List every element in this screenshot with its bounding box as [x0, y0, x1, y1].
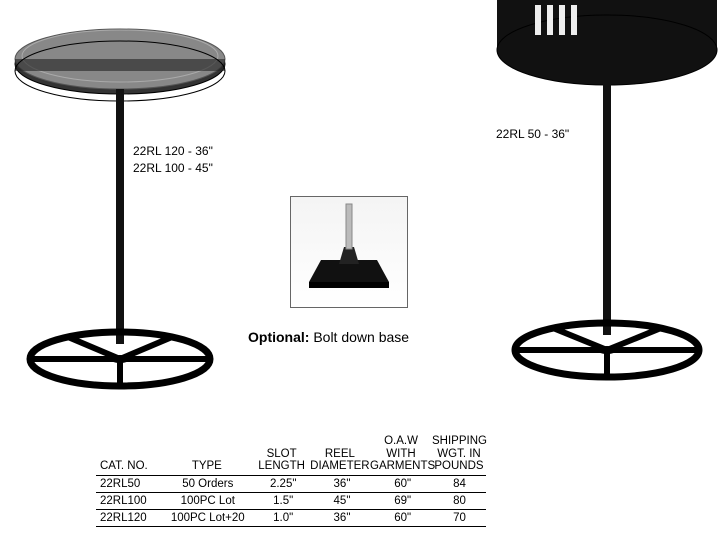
optional-caption: Optional: Bolt down base: [248, 329, 409, 345]
optional-caption-bold: Optional:: [248, 329, 309, 345]
cell-slot: 2.25": [255, 478, 312, 490]
cell-cat: 22RL50: [96, 478, 161, 490]
col-header-cat: CAT. NO.: [96, 435, 160, 473]
left-stand-label-line1: 22RL 120 - 36": [133, 143, 213, 160]
cell-oaw: 60": [372, 512, 433, 524]
left-stand-label-line2: 22RL 100 - 45": [133, 160, 213, 177]
col-header-slot: SLOTLENGTH: [253, 435, 309, 473]
cell-type: 50 Orders: [161, 478, 255, 490]
bolt-down-base-image: [290, 196, 408, 308]
cell-cat: 22RL100: [96, 495, 161, 507]
cell-ship: 84: [433, 478, 486, 490]
cell-reel: 36": [312, 478, 373, 490]
col-header-type: TYPE: [160, 435, 253, 473]
table-row: 22RL100 100PC Lot 1.5" 45" 69" 80: [96, 493, 486, 510]
cell-ship: 70: [433, 512, 486, 524]
cell-reel: 45": [312, 495, 373, 507]
cell-type: 100PC Lot+20: [161, 512, 255, 524]
cell-reel: 36": [312, 512, 373, 524]
cell-cat: 22RL120: [96, 512, 161, 524]
right-stand-image: [495, 0, 720, 398]
cell-oaw: 69": [372, 495, 433, 507]
spec-table: CAT. NO. TYPE SLOTLENGTH REELDIAMETER O.…: [96, 435, 486, 527]
col-header-ship: SHIPPINGWGT. INPOUNDS: [432, 435, 486, 473]
left-stand-image: [8, 4, 233, 402]
cell-type: 100PC Lot: [161, 495, 255, 507]
col-header-oaw: O.A.WWITHGARMENTS: [370, 435, 432, 473]
cell-oaw: 60": [372, 478, 433, 490]
left-stand-label: 22RL 120 - 36" 22RL 100 - 45": [133, 143, 213, 177]
table-header-row: CAT. NO. TYPE SLOTLENGTH REELDIAMETER O.…: [96, 435, 486, 476]
table-row: 22RL120 100PC Lot+20 1.0" 36" 60" 70: [96, 510, 486, 527]
right-stand-label: 22RL 50 - 36": [496, 127, 569, 141]
col-header-reel: REELDIAMETER: [310, 435, 370, 473]
table-row: 22RL50 50 Orders 2.25" 36" 60" 84: [96, 476, 486, 493]
optional-caption-text: Bolt down base: [309, 329, 409, 345]
cell-ship: 80: [433, 495, 486, 507]
cell-slot: 1.5": [255, 495, 312, 507]
cell-slot: 1.0": [255, 512, 312, 524]
